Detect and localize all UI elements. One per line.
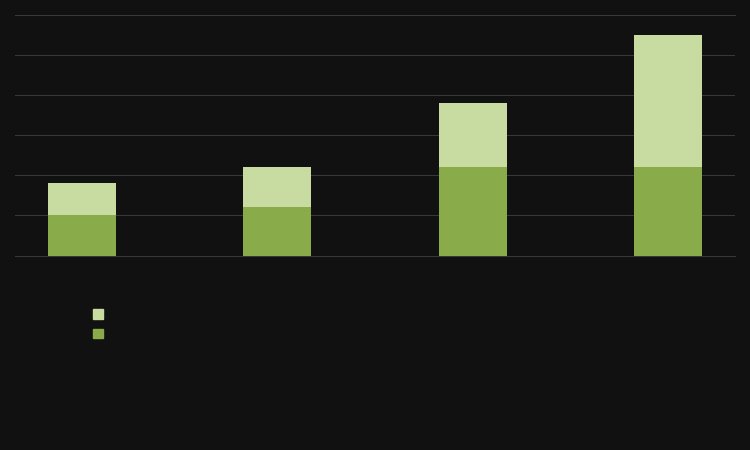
Bar [48,216,116,256]
Bar [439,103,507,167]
Legend: Labeled Green Bonds, Climate-aligned Bonds: Labeled Green Bonds, Climate-aligned Bon… [93,309,251,341]
Bar [634,35,702,167]
Bar [634,167,702,256]
Bar [48,184,116,216]
Bar [243,167,311,207]
Bar [439,167,507,256]
Bar [243,207,311,256]
